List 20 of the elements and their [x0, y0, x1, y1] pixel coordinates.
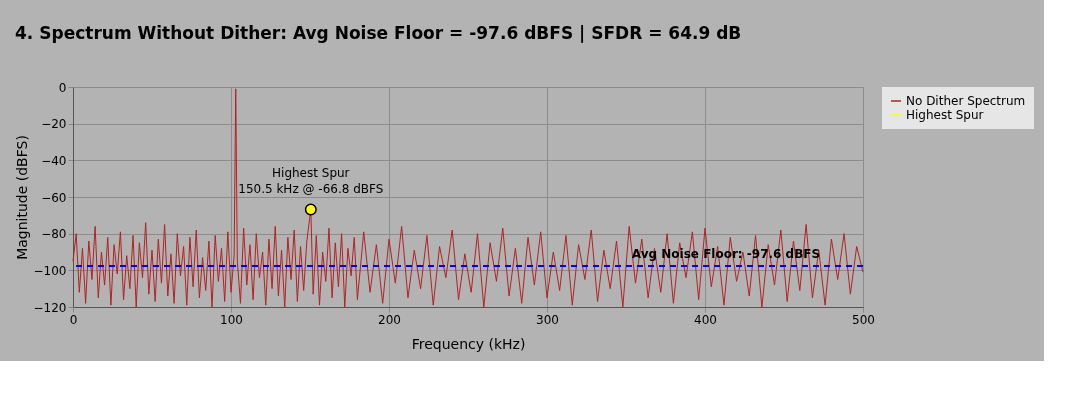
y-tick-label: −100: [33, 263, 67, 278]
legend-label: No Dither Spectrum: [906, 94, 1026, 108]
x-tick-label: 200: [378, 312, 401, 327]
y-tick-label: −40: [41, 153, 67, 168]
x-tick-label: 0: [69, 312, 78, 327]
chart-title: 4. Spectrum Without Dither: Avg Noise Floor = -97.6 dBFS | SFDR = 64.9 dB: [15, 23, 742, 43]
legend-label: Highest Spur: [906, 108, 984, 122]
y-tick-label: −60: [41, 190, 67, 205]
y-axis-title: Magnitude (dBFS): [13, 135, 30, 260]
annotation: Highest Spur 150.5 kHz @ -66.8 dBFS: [238, 166, 384, 197]
x-axis-title: Frequency (kHz): [411, 335, 526, 352]
x-tick-label: 500: [852, 312, 875, 327]
y-tick-label: −20: [41, 117, 67, 132]
x-tick-label: 400: [694, 312, 717, 327]
y-tick-label: −80: [41, 227, 67, 242]
y-tick-label: −120: [33, 300, 67, 315]
x-tick-label: 300: [536, 312, 559, 327]
line-series: [72, 88, 864, 308]
y-tick-label: 0: [58, 80, 67, 95]
x-tick-label: 100: [220, 312, 243, 327]
